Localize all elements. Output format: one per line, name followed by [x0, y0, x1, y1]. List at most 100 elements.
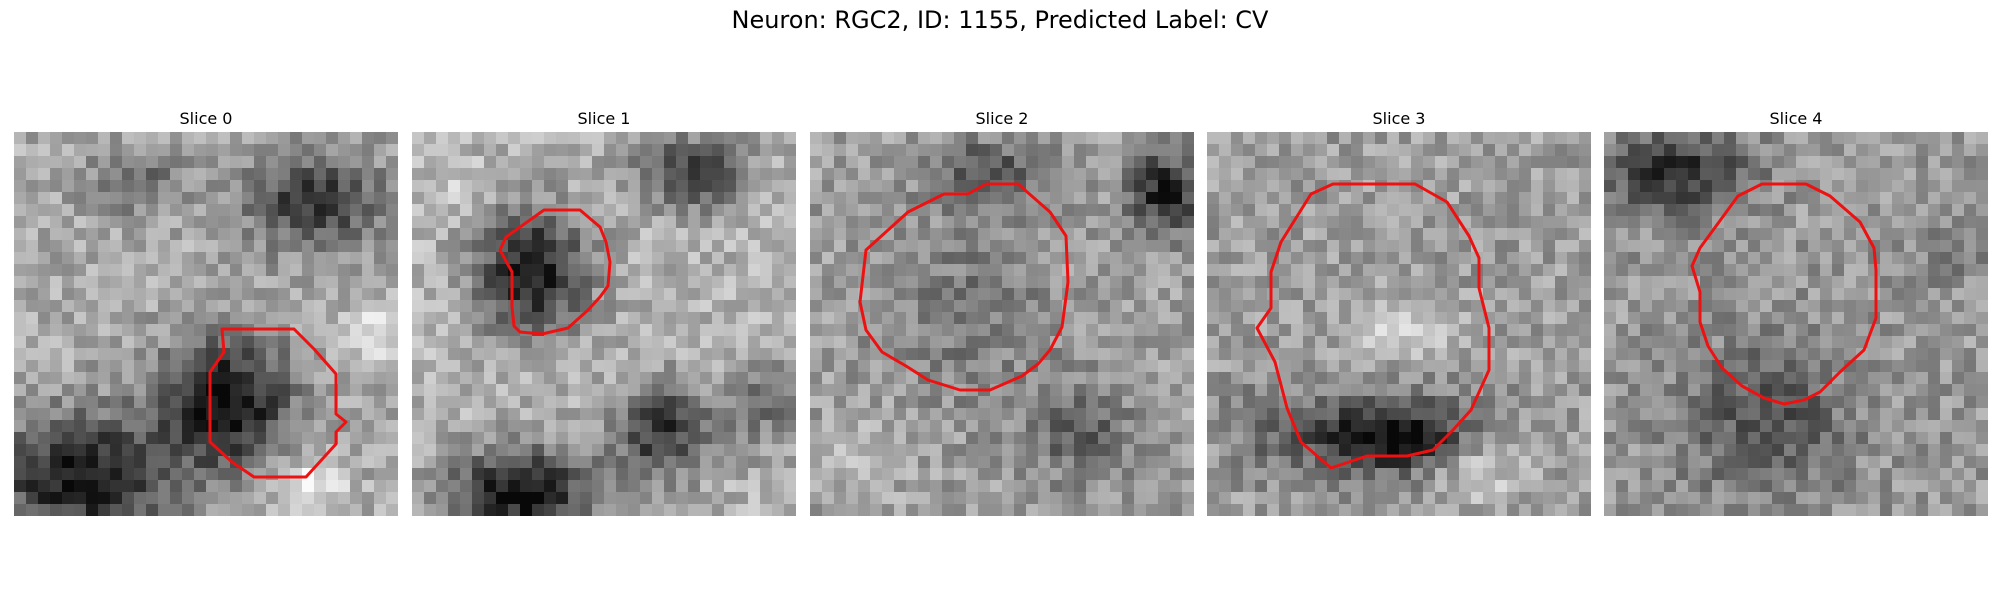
- pixel: [1652, 180, 1665, 193]
- pixel: [1146, 192, 1159, 205]
- pixel: [580, 420, 593, 433]
- pixel: [846, 144, 859, 157]
- pixel: [640, 228, 653, 241]
- pixel: [218, 264, 231, 277]
- pixel: [1700, 144, 1713, 157]
- pixel: [1122, 432, 1135, 445]
- pixel: [882, 492, 895, 505]
- pixel: [1279, 444, 1292, 457]
- pixel: [736, 492, 749, 505]
- pixel: [846, 504, 859, 516]
- pixel: [50, 504, 63, 516]
- pixel: [604, 420, 617, 433]
- pixel: [1459, 240, 1472, 253]
- pixel: [266, 204, 279, 217]
- pixel: [990, 372, 1003, 385]
- pixel: [724, 504, 737, 516]
- pixel: [1231, 288, 1244, 301]
- pixel: [1279, 192, 1292, 205]
- pixel: [1219, 360, 1232, 373]
- pixel: [882, 264, 895, 277]
- pixel: [1243, 252, 1256, 265]
- pixel: [1495, 168, 1508, 181]
- pixel: [1904, 132, 1917, 145]
- pixel: [532, 312, 545, 325]
- pixel: [1700, 156, 1713, 169]
- pixel: [544, 276, 557, 289]
- pixel: [1567, 420, 1580, 433]
- pixel: [760, 348, 773, 361]
- pixel: [1062, 456, 1075, 469]
- pixel: [1712, 300, 1725, 313]
- pixel: [194, 228, 207, 241]
- pixel: [580, 408, 593, 421]
- pixel: [1616, 240, 1629, 253]
- pixel: [1002, 228, 1015, 241]
- pixel: [894, 204, 907, 217]
- pixel: [724, 444, 737, 457]
- pixel: [810, 228, 823, 241]
- pixel: [1170, 360, 1183, 373]
- pixel: [1748, 132, 1761, 145]
- pixel: [1243, 348, 1256, 361]
- pixel: [628, 144, 641, 157]
- pixel: [834, 420, 847, 433]
- pixel: [1207, 396, 1220, 409]
- pixel: [1351, 252, 1364, 265]
- pixel: [1519, 456, 1532, 469]
- pixel: [122, 348, 135, 361]
- pixel: [1219, 180, 1232, 193]
- pixel: [338, 336, 351, 349]
- pixel: [640, 444, 653, 457]
- pixel: [1880, 240, 1893, 253]
- pixel: [412, 132, 425, 145]
- pixel: [918, 384, 931, 397]
- pixel: [1579, 312, 1591, 325]
- pixel: [1086, 468, 1099, 481]
- pixel: [1074, 180, 1087, 193]
- pixel: [1134, 276, 1147, 289]
- pixel: [472, 456, 485, 469]
- pixel: [1543, 432, 1556, 445]
- pixel: [1976, 264, 1988, 277]
- pixel: [1712, 144, 1725, 157]
- pixel: [1820, 204, 1833, 217]
- pixel: [1820, 396, 1833, 409]
- pixel: [1688, 432, 1701, 445]
- pixel: [74, 444, 87, 457]
- pixel: [1014, 408, 1027, 421]
- pixel: [1784, 156, 1797, 169]
- pixel: [1495, 384, 1508, 397]
- pixel: [978, 348, 991, 361]
- pixel: [1399, 132, 1412, 145]
- pixel: [544, 252, 557, 265]
- pixel: [846, 336, 859, 349]
- pixel: [412, 192, 425, 205]
- pixel: [1170, 396, 1183, 409]
- pixel: [290, 492, 303, 505]
- pixel: [1471, 432, 1484, 445]
- pixel: [640, 336, 653, 349]
- pixel: [1122, 312, 1135, 325]
- pixel: [362, 156, 375, 169]
- pixel: [918, 504, 931, 516]
- pixel: [664, 240, 677, 253]
- pixel: [700, 312, 713, 325]
- pixel: [1002, 348, 1015, 361]
- pixel: [472, 420, 485, 433]
- pixel: [1375, 264, 1388, 277]
- pixel: [640, 288, 653, 301]
- pixel: [170, 288, 183, 301]
- pixel: [1604, 228, 1617, 241]
- pixel: [1543, 132, 1556, 145]
- pixel: [110, 264, 123, 277]
- pixel: [1531, 144, 1544, 157]
- pixel: [134, 168, 147, 181]
- pixel: [1170, 444, 1183, 457]
- pixel: [1363, 252, 1376, 265]
- pixel: [918, 408, 931, 421]
- pixel: [122, 180, 135, 193]
- pixel: [664, 216, 677, 229]
- pixel: [1964, 300, 1977, 313]
- pixel: [592, 360, 605, 373]
